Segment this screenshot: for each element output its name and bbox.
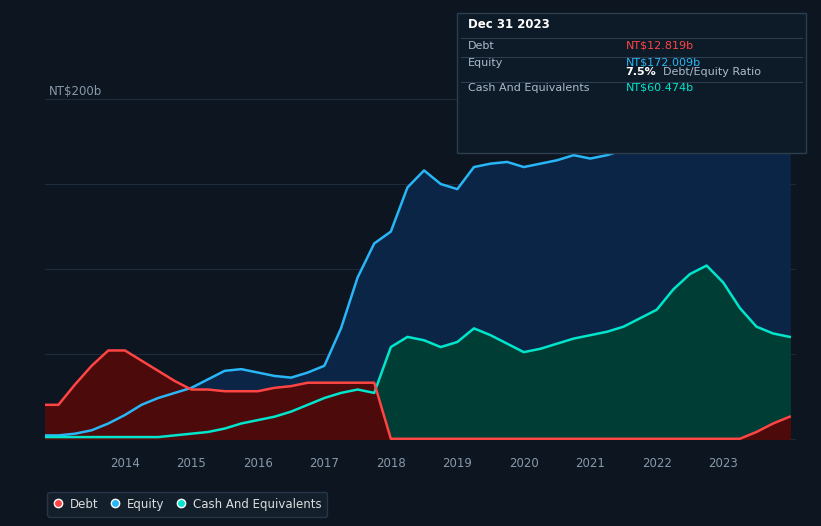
Text: NT$0: NT$0 <box>49 426 80 439</box>
Text: NT$12.819b: NT$12.819b <box>626 41 694 51</box>
Text: Cash And Equivalents: Cash And Equivalents <box>468 83 589 93</box>
Text: NT$200b: NT$200b <box>49 85 102 98</box>
Text: Debt: Debt <box>468 41 495 51</box>
Text: Debt/Equity Ratio: Debt/Equity Ratio <box>663 67 761 77</box>
Text: 7.5%: 7.5% <box>626 67 656 77</box>
Text: NT$60.474b: NT$60.474b <box>626 83 694 93</box>
Text: NT$172.009b: NT$172.009b <box>626 58 701 68</box>
Text: Equity: Equity <box>468 58 503 68</box>
Legend: Debt, Equity, Cash And Equivalents: Debt, Equity, Cash And Equivalents <box>48 492 327 517</box>
Text: Dec 31 2023: Dec 31 2023 <box>468 18 550 31</box>
